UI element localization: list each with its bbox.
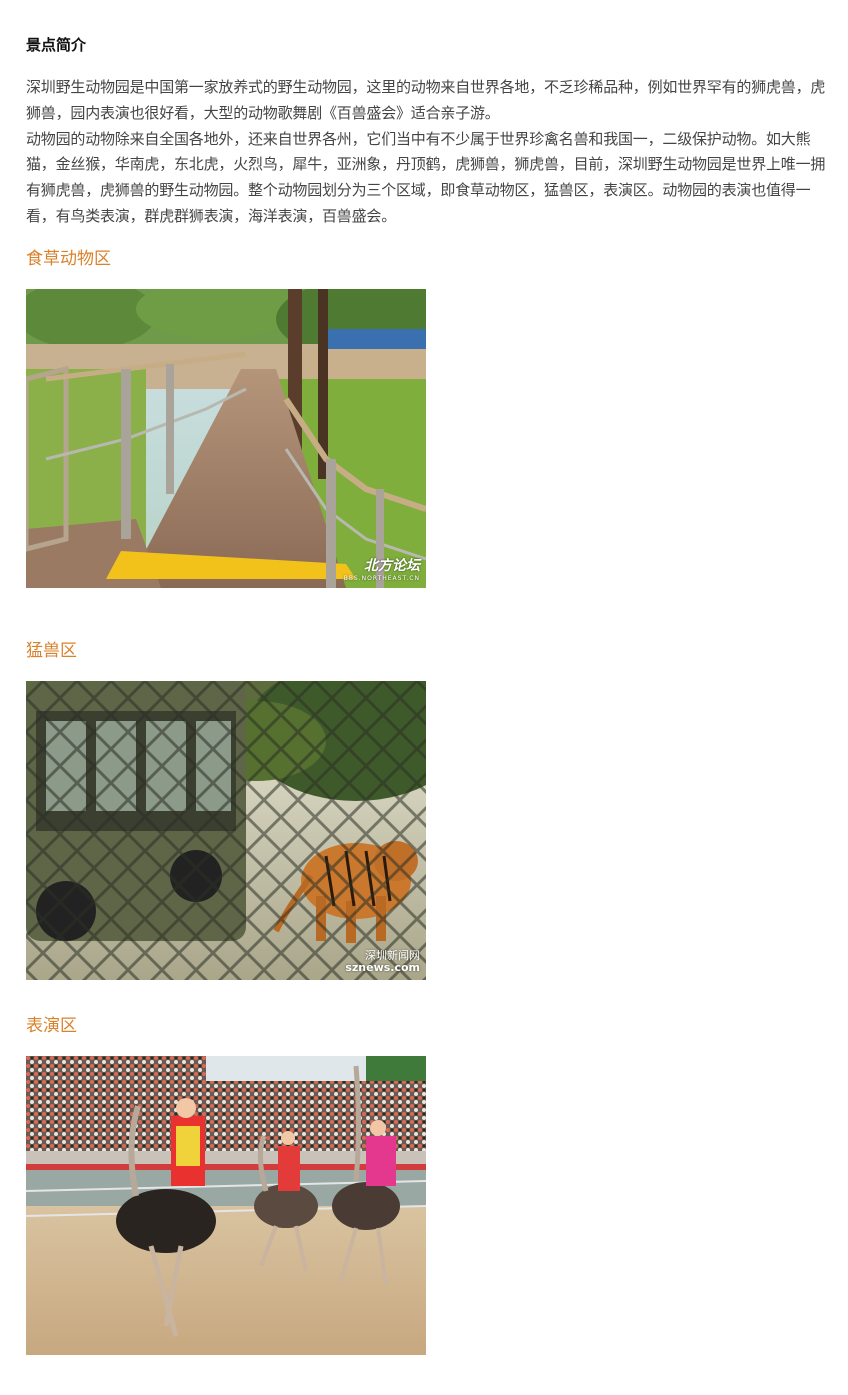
zone-title-herbivore: 食草动物区 [26, 249, 111, 269]
ostrich-riders-illustration [26, 1056, 426, 1355]
zone-title-predator: 猛兽区 [26, 641, 77, 661]
tiger-and-bus-photo: 深圳新闻网 sznews.com [26, 681, 426, 980]
ostrich-riders-photo [26, 1056, 426, 1355]
watermark-subtext: sznews.com [345, 961, 420, 974]
boardwalk-illustration [26, 289, 426, 588]
intro-text: 深圳野生动物园是中国第一家放养式的野生动物园，这里的动物来自世界各地，不乏珍稀品… [26, 75, 832, 230]
section-title: 景点简介 [26, 36, 87, 54]
watermark-text: 深圳新闻网 [365, 949, 420, 962]
watermark-text: 北方论坛 [364, 558, 420, 574]
watermark-subtext: BBS.NORTHEAST.CN [343, 575, 420, 582]
tiger-bus-illustration [26, 681, 426, 980]
zone-title-performance: 表演区 [26, 1016, 77, 1036]
intro-paragraph-1: 深圳野生动物园是中国第一家放养式的野生动物园，这里的动物来自世界各地，不乏珍稀品… [26, 78, 826, 122]
wooden-boardwalk-photo: 北方论坛 BBS.NORTHEAST.CN [26, 289, 426, 588]
intro-paragraph-2: 动物园的动物除来自全国各地外，还来自世界各州，它们当中有不少属于世界珍禽名兽和我… [26, 129, 826, 225]
watermark-logo: 深圳新闻网 sznews.com [345, 950, 420, 974]
watermark-logo: 北方论坛 BBS.NORTHEAST.CN [344, 555, 420, 582]
